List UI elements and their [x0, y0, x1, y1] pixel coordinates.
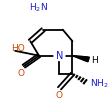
Polygon shape: [84, 57, 87, 61]
Polygon shape: [78, 56, 80, 58]
Polygon shape: [87, 57, 89, 62]
Polygon shape: [74, 56, 75, 57]
Polygon shape: [79, 56, 81, 59]
Text: NH$_2$: NH$_2$: [90, 77, 108, 90]
Polygon shape: [83, 57, 85, 60]
Text: N: N: [56, 51, 63, 61]
Text: O: O: [17, 69, 24, 78]
Polygon shape: [80, 56, 82, 59]
Circle shape: [54, 51, 65, 60]
Polygon shape: [85, 57, 88, 61]
Text: O: O: [56, 91, 63, 100]
Text: H$_2$N: H$_2$N: [29, 2, 48, 14]
Polygon shape: [82, 57, 84, 60]
Polygon shape: [75, 56, 77, 57]
Polygon shape: [76, 56, 78, 58]
Text: HO: HO: [11, 44, 25, 53]
Text: H: H: [91, 56, 98, 65]
